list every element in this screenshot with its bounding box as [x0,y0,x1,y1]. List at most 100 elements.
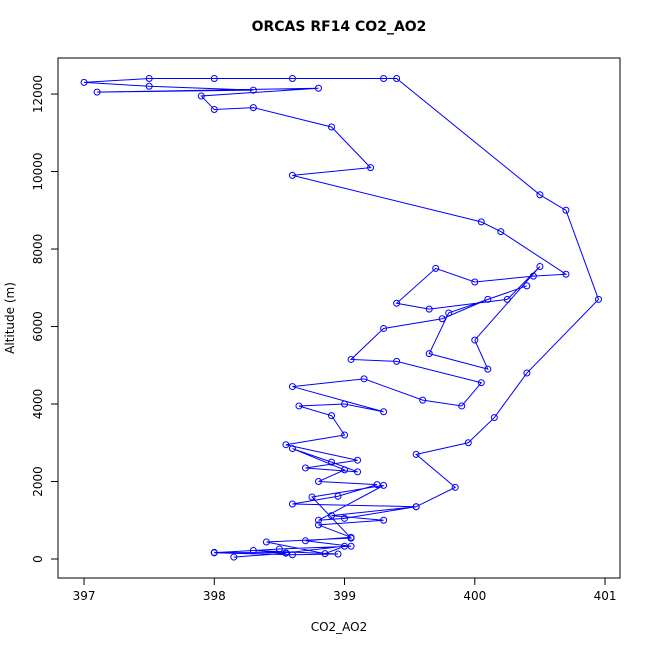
data-point [412,450,420,458]
data-point [380,516,388,524]
y-tick-label: 2000 [31,466,45,497]
data-point [341,514,349,522]
y-tick-label: 4000 [31,389,45,420]
data-point [477,379,485,387]
data-point [301,464,309,472]
data-point [438,315,446,323]
data-point [536,262,544,270]
data-point [262,538,270,546]
data-point [341,431,349,439]
data-point [380,75,388,83]
data-point [529,272,537,280]
data-point [282,441,290,449]
data-point [288,551,296,559]
y-tick-label: 10000 [31,152,45,190]
data-point [249,86,257,94]
data-point [210,106,218,114]
data-point [93,88,101,96]
data-point [373,481,381,489]
x-tick-label: 401 [594,589,617,603]
data-point [536,191,544,199]
data-point [288,75,296,83]
data-point [490,414,498,422]
data-point [288,171,296,179]
data-point [354,456,362,464]
data-point [471,278,479,286]
data-point [432,264,440,272]
data-point [360,375,368,383]
data-point [477,218,485,226]
data-point [380,481,388,489]
data-point [503,295,511,303]
data-point [295,402,303,410]
x-tick-label: 397 [73,589,96,603]
data-point [484,365,492,373]
data-point [497,228,505,236]
data-point [288,500,296,508]
data-point [595,295,603,303]
data-point [210,548,218,556]
data-point [412,503,420,511]
data-point [458,402,466,410]
data-point [282,549,290,557]
data-point [314,521,322,529]
data-point [425,350,433,358]
data-point [288,383,296,391]
y-tick-label: 6000 [31,311,45,342]
y-tick-label: 0 [31,555,45,563]
data-point [347,534,355,542]
data-point [562,206,570,214]
data-point [288,445,296,453]
data-point [328,458,336,466]
data-point [308,493,316,501]
data-point [230,553,238,561]
data-point [451,483,459,491]
x-tick-label: 398 [203,589,226,603]
data-point [341,542,349,550]
data-point [314,478,322,486]
data-point [328,123,336,131]
data-point [354,468,362,476]
data-point [380,408,388,416]
data-point [425,305,433,313]
x-axis-label: CO2_AO2 [311,620,368,634]
data-point [464,439,472,447]
data-point [334,492,342,500]
data-point [393,357,401,365]
data-point [419,396,427,404]
data-point [145,82,153,90]
data-point [347,355,355,363]
data-point [197,92,205,100]
data-point [301,537,309,545]
data-point [314,516,322,524]
data-point [523,369,531,377]
y-tick-label: 8000 [31,234,45,265]
data-point [562,270,570,278]
data-point [347,542,355,550]
y-axis-label: Altitude (m) [3,282,17,354]
data-point [314,84,322,92]
data-point [321,550,329,558]
chart-title: ORCAS RF14 CO2_AO2 [252,19,427,35]
data-point [484,295,492,303]
data-line [84,78,600,558]
y-tick-label: 12000 [31,75,45,113]
data-point [145,75,153,83]
data-point [328,412,336,420]
data-point [80,78,88,86]
data-point [341,466,349,474]
data-point [471,336,479,344]
data-point [445,309,453,317]
data-point [275,545,283,553]
data-point [249,546,257,554]
data-point [210,75,218,83]
data-point [249,104,257,112]
x-tick-label: 399 [333,589,356,603]
data-point [393,75,401,83]
data-point [328,512,336,520]
data-point [380,324,388,332]
data-point [367,164,375,172]
data-point [334,550,342,558]
data-point [341,400,349,408]
